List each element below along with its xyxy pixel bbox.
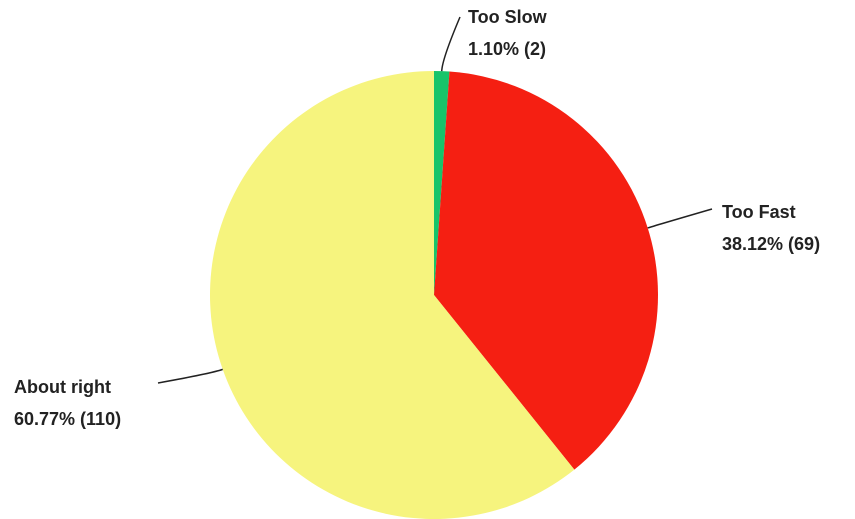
- slice-label: Too Slow: [468, 7, 548, 27]
- leader-line: [647, 208, 713, 229]
- leader-line: [157, 368, 223, 384]
- slice-label: Too Fast: [722, 202, 796, 222]
- leader-line: [440, 16, 461, 72]
- slice-label: About right: [14, 377, 111, 397]
- slice-value-label: 60.77% (110): [14, 409, 121, 429]
- pie-slice: [434, 71, 450, 295]
- pie-slice: [210, 71, 575, 519]
- slice-value-label: 1.10% (2): [468, 39, 546, 59]
- pie-slice: [434, 71, 659, 470]
- slice-value-label: 38.12% (69): [722, 234, 820, 254]
